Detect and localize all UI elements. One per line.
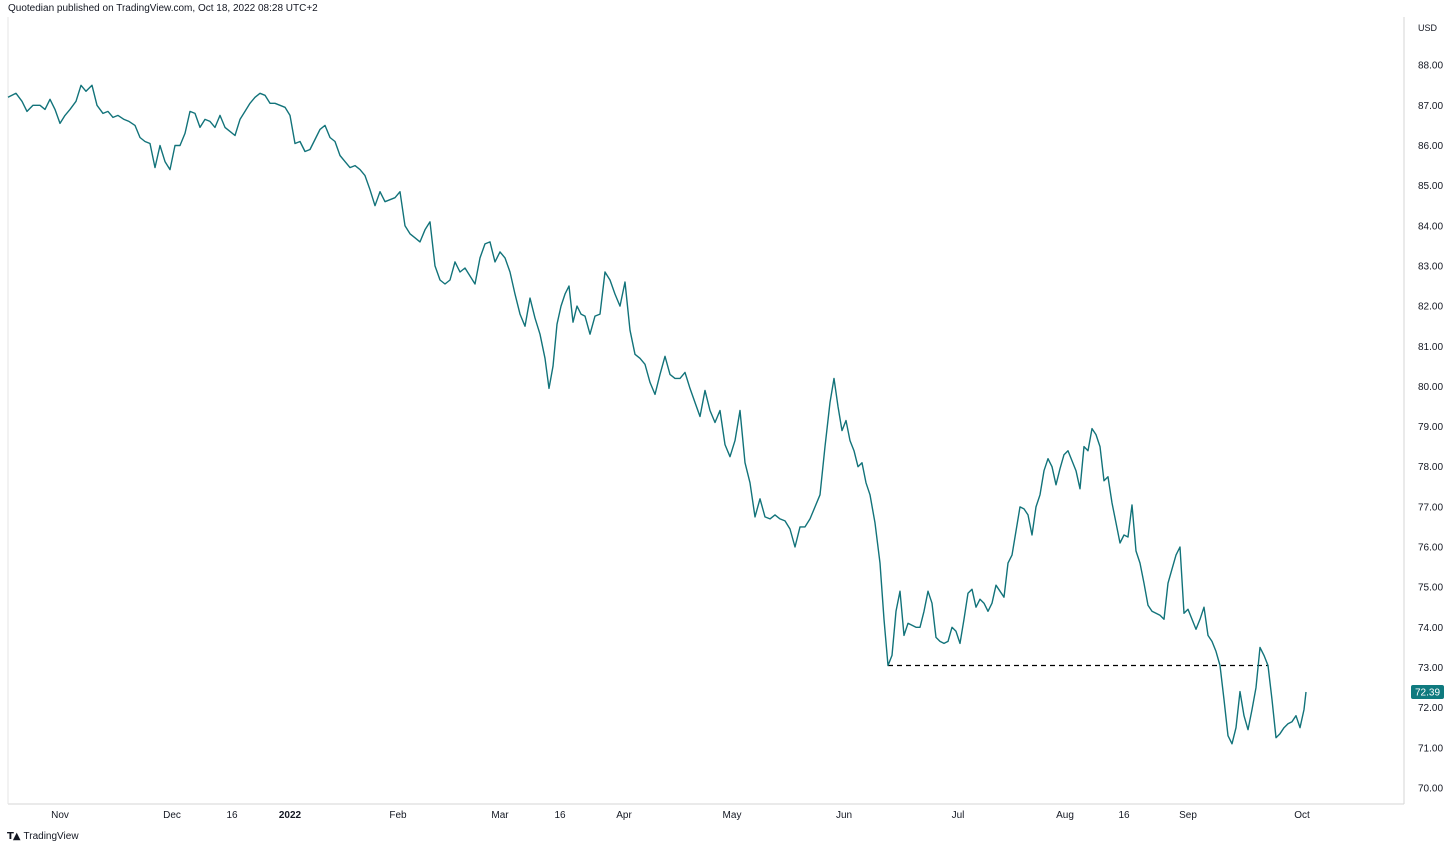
x-tick-label: Dec [163, 810, 181, 821]
y-tick-label: 78.00 [1418, 462, 1443, 473]
y-tick-label: 88.00 [1418, 61, 1443, 72]
y-tick-label: 74.00 [1418, 623, 1443, 634]
published-caption: Quotedian published on TradingView.com, … [8, 3, 318, 14]
y-tick-label: 76.00 [1418, 543, 1443, 554]
y-tick-label: 83.00 [1418, 261, 1443, 272]
x-tick-label: Nov [51, 810, 69, 821]
tradingview-footer: 𝗧▲ TradingView [7, 831, 79, 842]
x-tick-label: Feb [389, 810, 407, 821]
y-tick-label: 70.00 [1418, 783, 1443, 794]
x-tick-label: Aug [1056, 810, 1074, 821]
x-tick-label: Jun [836, 810, 852, 821]
price-series-line [7, 84, 1307, 745]
last-price-label: 72.39 [1415, 687, 1440, 698]
y-tick-label: 82.00 [1418, 302, 1443, 313]
x-tick-label: 16 [1118, 810, 1130, 821]
currency-label: USD [1418, 23, 1438, 33]
last-price-badge [1411, 684, 1444, 699]
y-tick-label: 71.00 [1418, 743, 1443, 754]
y-tick-label: 81.00 [1418, 342, 1443, 353]
y-tick-label: 80.00 [1418, 382, 1443, 393]
tradingview-logo-icon: 𝗧▲ [7, 831, 20, 842]
y-tick-label: 87.00 [1418, 101, 1443, 112]
x-tick-label: Oct [1294, 810, 1310, 821]
x-tick-label: May [723, 810, 742, 821]
x-tick-label: Jul [952, 810, 965, 821]
x-tick-label: 16 [554, 810, 566, 821]
x-tick-label: 16 [226, 810, 238, 821]
y-tick-label: 79.00 [1418, 422, 1443, 433]
x-tick-label: Sep [1179, 810, 1197, 821]
y-tick-label: 85.00 [1418, 181, 1443, 192]
y-tick-label: 73.00 [1418, 663, 1443, 674]
x-tick-label: 2022 [279, 810, 302, 821]
y-tick-label: 84.00 [1418, 221, 1443, 232]
y-tick-label: 72.00 [1418, 703, 1443, 714]
y-tick-label: 75.00 [1418, 583, 1443, 594]
y-tick-label: 86.00 [1418, 141, 1443, 152]
y-tick-label: 77.00 [1418, 502, 1443, 513]
x-tick-label: Mar [491, 810, 509, 821]
x-tick-label: Apr [616, 810, 632, 821]
footer-logo-text: TradingView [23, 831, 79, 842]
